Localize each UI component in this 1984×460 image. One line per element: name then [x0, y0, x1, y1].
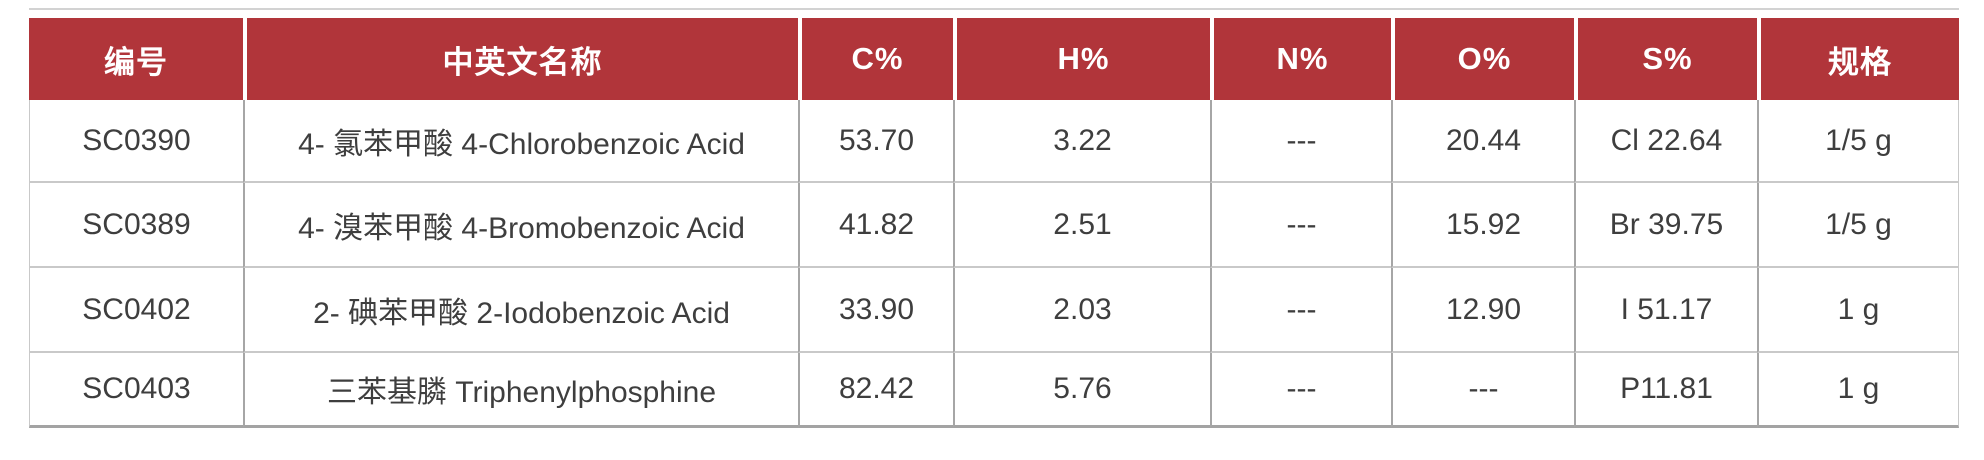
- cell-code: SC0402: [29, 268, 243, 353]
- column-header-h-pct: H%: [953, 18, 1210, 100]
- cell-c-pct: 41.82: [798, 183, 953, 268]
- header-row: 编号 中英文名称 C% H% N% O% S% 规格: [29, 18, 1959, 100]
- cell-n-pct: ---: [1210, 268, 1391, 353]
- cell-s-pct: Cl 22.64: [1574, 100, 1757, 183]
- cell-s-pct: P11.81: [1574, 353, 1757, 428]
- cell-code: SC0403: [29, 353, 243, 428]
- column-header-o-pct: O%: [1391, 18, 1574, 100]
- cell-name: 4- 氯苯甲酸 4-Chlorobenzoic Acid: [243, 100, 798, 183]
- cell-c-pct: 33.90: [798, 268, 953, 353]
- cell-name: 4- 溴苯甲酸 4-Bromobenzoic Acid: [243, 183, 798, 268]
- cell-o-pct: 20.44: [1391, 100, 1574, 183]
- column-header-name: 中英文名称: [243, 18, 798, 100]
- cell-o-pct: 15.92: [1391, 183, 1574, 268]
- column-header-n-pct: N%: [1210, 18, 1391, 100]
- cell-spec: 1/5 g: [1757, 100, 1959, 183]
- compound-composition-table: 编号 中英文名称 C% H% N% O% S% 规格 SC0390 4- 氯苯甲…: [29, 18, 1959, 428]
- cell-spec: 1/5 g: [1757, 183, 1959, 268]
- cell-s-pct: Br 39.75: [1574, 183, 1757, 268]
- cell-h-pct: 2.03: [953, 268, 1210, 353]
- table-row: SC0402 2- 碘苯甲酸 2-Iodobenzoic Acid 33.90 …: [29, 268, 1959, 353]
- cell-spec: 1 g: [1757, 268, 1959, 353]
- cell-h-pct: 5.76: [953, 353, 1210, 428]
- cell-name: 2- 碘苯甲酸 2-Iodobenzoic Acid: [243, 268, 798, 353]
- cell-h-pct: 2.51: [953, 183, 1210, 268]
- cell-n-pct: ---: [1210, 353, 1391, 428]
- column-header-c-pct: C%: [798, 18, 953, 100]
- cell-c-pct: 53.70: [798, 100, 953, 183]
- cell-name: 三苯基膦 Triphenylphosphine: [243, 353, 798, 428]
- table-row: SC0390 4- 氯苯甲酸 4-Chlorobenzoic Acid 53.7…: [29, 100, 1959, 183]
- column-header-code: 编号: [29, 18, 243, 100]
- cell-s-pct: I 51.17: [1574, 268, 1757, 353]
- cell-n-pct: ---: [1210, 183, 1391, 268]
- cell-n-pct: ---: [1210, 100, 1391, 183]
- cell-h-pct: 3.22: [953, 100, 1210, 183]
- table-row: SC0403 三苯基膦 Triphenylphosphine 82.42 5.7…: [29, 353, 1959, 428]
- column-header-spec: 规格: [1757, 18, 1959, 100]
- table-header: 编号 中英文名称 C% H% N% O% S% 规格: [29, 18, 1959, 100]
- table-row: SC0389 4- 溴苯甲酸 4-Bromobenzoic Acid 41.82…: [29, 183, 1959, 268]
- cell-o-pct: ---: [1391, 353, 1574, 428]
- cell-c-pct: 82.42: [798, 353, 953, 428]
- cell-o-pct: 12.90: [1391, 268, 1574, 353]
- column-header-s-pct: S%: [1574, 18, 1757, 100]
- top-divider-line: [29, 8, 1959, 10]
- table-body: SC0390 4- 氯苯甲酸 4-Chlorobenzoic Acid 53.7…: [29, 100, 1959, 428]
- cell-spec: 1 g: [1757, 353, 1959, 428]
- cell-code: SC0389: [29, 183, 243, 268]
- cell-code: SC0390: [29, 100, 243, 183]
